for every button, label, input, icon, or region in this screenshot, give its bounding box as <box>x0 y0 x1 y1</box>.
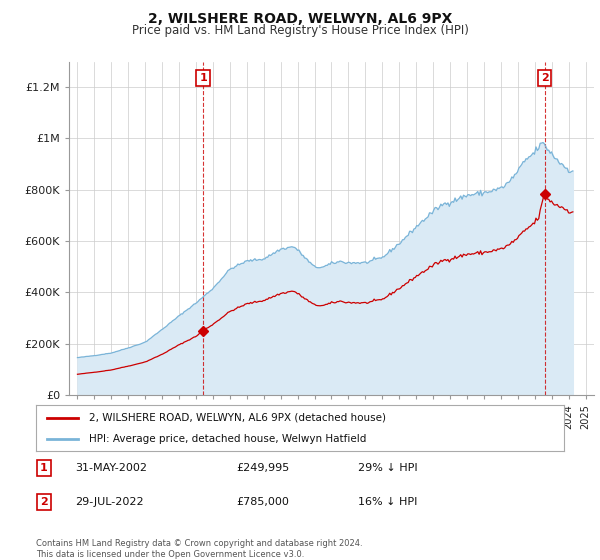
Text: £249,995: £249,995 <box>236 463 290 473</box>
Text: Price paid vs. HM Land Registry's House Price Index (HPI): Price paid vs. HM Land Registry's House … <box>131 24 469 37</box>
Text: Contains HM Land Registry data © Crown copyright and database right 2024.
This d: Contains HM Land Registry data © Crown c… <box>36 539 362 559</box>
Text: HPI: Average price, detached house, Welwyn Hatfield: HPI: Average price, detached house, Welw… <box>89 435 366 444</box>
Text: 1: 1 <box>199 73 207 83</box>
Text: 29% ↓ HPI: 29% ↓ HPI <box>358 463 418 473</box>
Text: 1: 1 <box>40 463 48 473</box>
Text: 2: 2 <box>541 73 548 83</box>
Text: 2: 2 <box>40 497 48 507</box>
Text: £785,000: £785,000 <box>236 497 290 507</box>
Text: 16% ↓ HPI: 16% ↓ HPI <box>358 497 418 507</box>
Text: 2, WILSHERE ROAD, WELWYN, AL6 9PX: 2, WILSHERE ROAD, WELWYN, AL6 9PX <box>148 12 452 26</box>
Text: 2, WILSHERE ROAD, WELWYN, AL6 9PX (detached house): 2, WILSHERE ROAD, WELWYN, AL6 9PX (detac… <box>89 413 386 423</box>
Text: 29-JUL-2022: 29-JUL-2022 <box>76 497 144 507</box>
Text: 31-MAY-2002: 31-MAY-2002 <box>76 463 148 473</box>
